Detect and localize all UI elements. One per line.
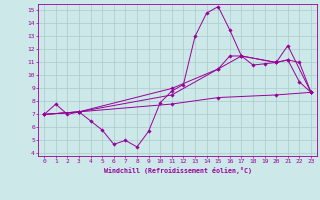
X-axis label: Windchill (Refroidissement éolien,°C): Windchill (Refroidissement éolien,°C) [104, 167, 252, 174]
